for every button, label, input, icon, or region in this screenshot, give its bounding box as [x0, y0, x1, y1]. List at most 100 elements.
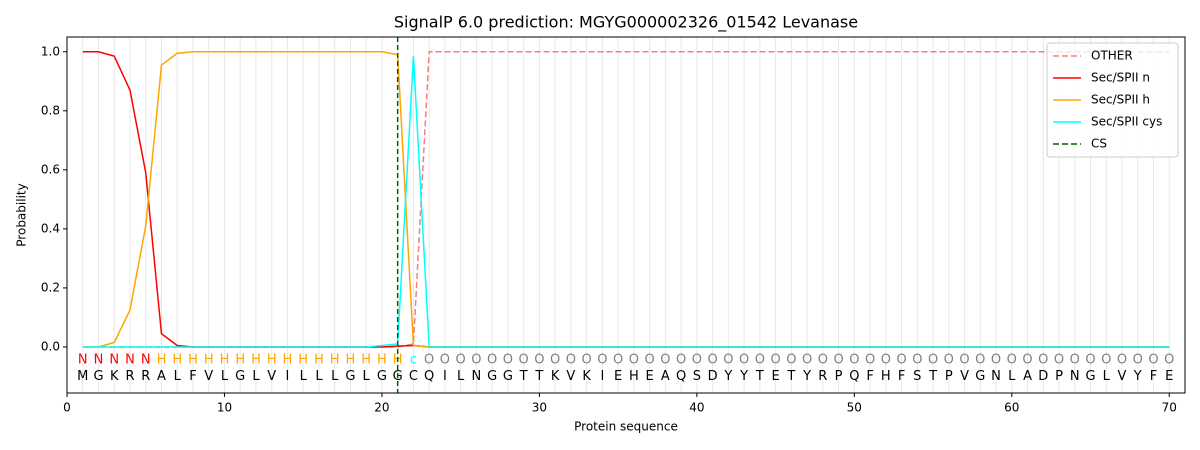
- residue: A: [157, 369, 166, 384]
- residue-label: H: [330, 353, 340, 368]
- residue-label: N: [141, 353, 151, 368]
- residue: G: [345, 369, 355, 384]
- residue: I: [443, 369, 447, 384]
- residue-label: H: [346, 353, 356, 368]
- x-tick-label: 30: [532, 401, 547, 415]
- residue: R: [818, 369, 827, 384]
- residue-label: O: [912, 353, 922, 368]
- series-line: [82, 56, 1170, 348]
- residue-label: O: [1117, 353, 1127, 368]
- residue-label: O: [519, 353, 529, 368]
- residue: T: [786, 369, 795, 384]
- residue-label: O: [739, 353, 749, 368]
- residue: P: [1055, 369, 1063, 384]
- residue: I: [600, 369, 604, 384]
- residue: Q: [424, 369, 434, 384]
- residue: Y: [723, 369, 732, 384]
- residue: R: [125, 369, 134, 384]
- residue-label: H: [283, 353, 293, 368]
- residue: V: [960, 369, 969, 384]
- residue: G: [377, 369, 387, 384]
- residue-label: H: [377, 353, 387, 368]
- y-axis-label: Probability: [15, 183, 29, 246]
- legend-label: Sec/SPII cys: [1091, 115, 1162, 129]
- residue-label: O: [833, 353, 843, 368]
- residue: I: [286, 369, 290, 384]
- residue: K: [582, 369, 591, 384]
- residue: C: [409, 369, 418, 384]
- residue: F: [866, 369, 873, 384]
- residue: T: [519, 369, 528, 384]
- residue-label: N: [109, 353, 119, 368]
- residue-label: O: [1101, 353, 1111, 368]
- residue: G: [1085, 369, 1095, 384]
- residue: P: [835, 369, 843, 384]
- legend-label: Sec/SPII h: [1091, 93, 1150, 107]
- residue: Y: [739, 369, 748, 384]
- residue-label: H: [157, 353, 167, 368]
- y-tick-label: 0.6: [41, 162, 60, 176]
- residue-label: H: [251, 353, 261, 368]
- residue-label: O: [613, 353, 623, 368]
- legend: OTHER Sec/SPII n Sec/SPII h Sec/SPII cys CS: [1046, 42, 1179, 158]
- residue-label: O: [456, 353, 466, 368]
- residue-label: N: [125, 353, 135, 368]
- residue: H: [629, 369, 639, 384]
- residue: L: [221, 369, 229, 384]
- residue-label: O: [597, 353, 607, 368]
- residue-label: N: [78, 353, 88, 368]
- residue-label: O: [723, 353, 733, 368]
- residue: L: [1008, 369, 1016, 384]
- residue: A: [661, 369, 670, 384]
- residue: G: [487, 369, 497, 384]
- residue-label: O: [881, 353, 891, 368]
- residue: V: [267, 369, 276, 384]
- residue-label: O: [692, 353, 702, 368]
- residue: L: [174, 369, 182, 384]
- legend-label: OTHER: [1091, 49, 1133, 63]
- residue-label: O: [802, 353, 812, 368]
- residue: V: [204, 369, 213, 384]
- series-line: [82, 51, 1170, 348]
- residue-label: O: [959, 353, 969, 368]
- residue-label: O: [534, 353, 544, 368]
- chart-title: SignalP 6.0 prediction: MGYG000002326_01…: [394, 13, 858, 33]
- residue: T: [755, 369, 764, 384]
- residue-label: O: [896, 353, 906, 368]
- residue: N: [472, 369, 482, 384]
- x-tick-label: 70: [1162, 401, 1177, 415]
- residue-label: O: [849, 353, 859, 368]
- residue-label: H: [220, 353, 230, 368]
- residue: D: [1038, 369, 1048, 384]
- residue-label: c: [410, 353, 417, 368]
- residue-label: O: [1164, 353, 1174, 368]
- residue-label: H: [235, 353, 245, 368]
- residue-label: O: [1085, 353, 1095, 368]
- residue: L: [331, 369, 339, 384]
- residue-label: O: [1133, 353, 1143, 368]
- residue-label: O: [928, 353, 938, 368]
- residue: L: [300, 369, 308, 384]
- residue: G: [93, 369, 103, 384]
- x-tick-label: 40: [689, 401, 704, 415]
- residue-label: O: [487, 353, 497, 368]
- residue: Y: [1133, 369, 1142, 384]
- residue-label: O: [1070, 353, 1080, 368]
- residue-label: O: [676, 353, 686, 368]
- residue-label: O: [582, 353, 592, 368]
- y-tick-label: 0.4: [41, 221, 60, 235]
- residue: L: [1103, 369, 1111, 384]
- series-line: [82, 51, 1170, 348]
- residue-label: O: [550, 353, 560, 368]
- residue-label: N: [94, 353, 104, 368]
- residue: R: [141, 369, 150, 384]
- residue: F: [898, 369, 905, 384]
- residue: E: [1165, 369, 1173, 384]
- residue-label: O: [660, 353, 670, 368]
- residue-label: O: [786, 353, 796, 368]
- plot-frame: [66, 36, 1186, 394]
- residue-label: O: [707, 353, 717, 368]
- residue-label: O: [975, 353, 985, 368]
- y-tick-label: 0.2: [41, 280, 60, 294]
